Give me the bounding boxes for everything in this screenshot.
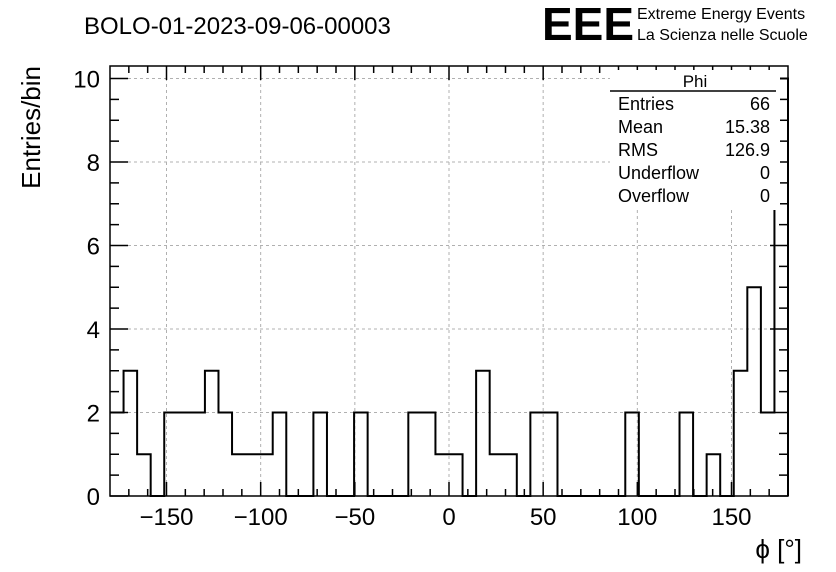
histogram-bin-1 (124, 371, 138, 496)
stats-value-entries: 66 (750, 94, 770, 114)
histogram-bin-24 (435, 454, 449, 496)
stats-box-title: Phi (683, 72, 708, 91)
run-label: BOLO-01-2023-09-06-00003 (84, 13, 391, 40)
x-tick-label-6: 150 (711, 504, 751, 531)
histogram-bin-5 (178, 413, 192, 496)
histogram-bin-10 (246, 454, 260, 496)
x-tick-label-3: 0 (442, 504, 455, 531)
histogram-bin-32 (544, 413, 558, 496)
stats-label-mean: Mean (618, 117, 663, 137)
x-tick-label-4: 50 (530, 504, 557, 531)
stats-label-rms: RMS (618, 140, 658, 160)
histogram-bin-8 (218, 413, 232, 496)
stats-box: Phi Entries 66 Mean 15.38 RMS 126.9 Underflow 0… (610, 70, 780, 210)
histogram-bin-12 (273, 413, 287, 496)
stats-value-underflow: 0 (760, 163, 770, 183)
histogram-bin-22 (408, 413, 422, 496)
histogram-bin-48 (761, 413, 775, 496)
histogram-bin-23 (422, 413, 436, 496)
histogram-bin-7 (205, 371, 219, 496)
x-tick-label-0: −150 (139, 504, 193, 531)
eee-logo-text: EEE (542, 0, 634, 50)
y-axis-label: Entries/bin (16, 66, 46, 189)
stats-value-mean: 15.38 (725, 117, 770, 137)
stats-value-rms: 126.9 (725, 140, 770, 160)
y-tick-label-0: 0 (87, 484, 100, 511)
y-tick-label-5: 10 (73, 67, 100, 94)
stats-label-overflow: Overflow (618, 186, 690, 206)
histogram-bin-15 (313, 413, 327, 496)
stats-label-underflow: Underflow (618, 163, 700, 183)
x-axis-label: ϕ [°] (755, 534, 802, 564)
histogram-bin-42 (680, 413, 694, 496)
histogram-bin-6 (191, 413, 205, 496)
x-tick-labels: −150 −100 −50 0 50 100 150 (139, 504, 751, 531)
histogram-bin-2 (137, 454, 151, 496)
stats-value-overflow: 0 (760, 186, 770, 206)
x-tick-label-5: 100 (617, 504, 657, 531)
stats-box-background (610, 70, 780, 210)
axis-ticks (110, 66, 788, 497)
histogram-bin-47 (747, 287, 761, 496)
y-tick-label-2: 4 (87, 317, 100, 344)
histogram-bin-27 (476, 371, 490, 496)
histogram-bin-31 (530, 413, 544, 496)
stats-rows: Entries 66 Mean 15.38 RMS 126.9 Underflow 0 Over… (618, 94, 770, 206)
histogram-bin-18 (354, 413, 368, 496)
y-tick-label-1: 2 (87, 401, 100, 428)
x-tick-label-1: −100 (234, 504, 288, 531)
histogram-bin-9 (232, 454, 246, 496)
y-tick-label-4: 8 (87, 150, 100, 177)
histogram-bin-44 (707, 454, 721, 496)
histogram-bin-46 (734, 371, 748, 496)
eee-logo-line2: La Scienza nelle Scuole (637, 27, 808, 44)
eee-logo: EEE Extreme Energy Events La Scienza nel… (542, 0, 808, 50)
eee-logo-line1: Extreme Energy Events (637, 6, 805, 23)
stats-label-entries: Entries (618, 94, 674, 114)
x-tick-label-2: −50 (334, 504, 375, 531)
y-tick-labels: 0 2 4 6 8 10 (73, 67, 100, 511)
histogram-bin-28 (490, 454, 504, 496)
histogram-bin-25 (449, 454, 463, 496)
y-tick-label-3: 6 (87, 234, 100, 261)
